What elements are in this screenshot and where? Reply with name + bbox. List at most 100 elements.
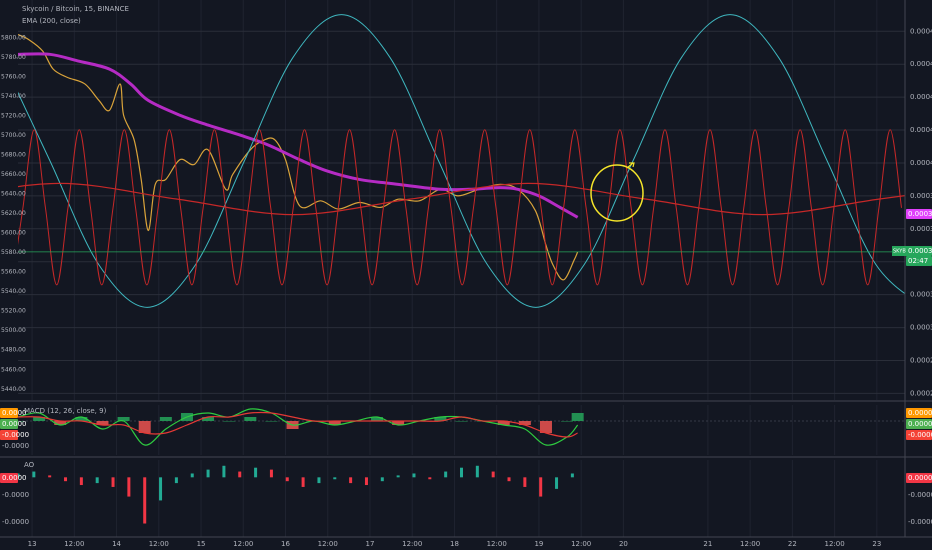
ao-bar — [95, 477, 99, 484]
ao-bar — [285, 477, 289, 482]
y-tick-label: 5660.00 — [1, 171, 26, 178]
ao-bar — [254, 467, 258, 478]
x-tick-label: 12:00 — [149, 540, 169, 548]
series-line — [18, 52, 579, 219]
ao-bar — [206, 469, 210, 478]
ao-bar — [460, 467, 463, 478]
y2-tick-label: 0.000440 — [910, 93, 932, 101]
y2-tick-label: 0.000460 — [910, 60, 932, 68]
y-tick-label: 5720.00 — [1, 113, 26, 120]
ao-bar — [364, 477, 368, 486]
y-tick-label: 5800.00 — [1, 35, 26, 42]
y2-tick-label: 0.000320 — [910, 291, 932, 299]
price-tag-label: -0.0000 — [908, 491, 932, 499]
price-tag-box — [906, 408, 932, 418]
x-tick-label: 12:00 — [487, 540, 507, 548]
y-tick-label: 5600.00 — [1, 230, 26, 237]
ao-bar — [48, 475, 52, 478]
y-tick-label: 5620.00 — [1, 210, 26, 217]
price-tag-box — [906, 209, 932, 219]
series-line — [18, 411, 578, 438]
ao-bar — [269, 469, 273, 478]
price-tag-box — [906, 246, 932, 256]
x-tick-label: 12:00 — [740, 540, 760, 548]
grid-layer — [16, 0, 905, 537]
ao-bar — [32, 471, 36, 478]
chart-title: Skycoin / Bitcoin, 15, BINANCE — [22, 5, 129, 13]
histogram-bar — [159, 417, 172, 421]
histogram-bar — [561, 421, 574, 422]
price-tag-box — [906, 419, 932, 429]
y-tick-label: 5520.00 — [1, 308, 26, 315]
symbol-tag-box — [892, 246, 909, 256]
ao-bar — [18, 473, 20, 478]
price-tag-label: 0.0000 — [908, 420, 932, 428]
histogram-bar — [75, 417, 88, 421]
y-tick-label: 5780.00 — [1, 54, 26, 61]
series-line — [18, 182, 905, 216]
x-tick-label: 12:00 — [64, 540, 84, 548]
y-tick-label: 5700.00 — [1, 132, 26, 139]
histogram-bar — [371, 417, 384, 421]
y-tick-label: 5760.00 — [1, 74, 26, 81]
histogram-bar — [265, 421, 278, 422]
y-tick-label: 5460.00 — [1, 366, 26, 373]
price-tag-label: 0.0000 — [2, 474, 27, 482]
indicator-title: EMA (200, close) — [22, 17, 81, 25]
price-tag-box — [0, 473, 18, 483]
ao-bar — [349, 477, 353, 484]
ao-bar — [380, 477, 384, 482]
price-tag-label: -0.0000 — [908, 431, 932, 439]
series-line — [18, 129, 902, 286]
price-tag-label: 0.000367 — [908, 210, 932, 218]
x-tick-label: 16 — [281, 540, 290, 548]
ao-bar — [159, 477, 163, 501]
x-tick-label: 22 — [788, 540, 797, 548]
histogram-bar — [33, 417, 46, 421]
price-tag-label: 0.000346 — [908, 247, 932, 255]
ao-bar — [143, 477, 147, 524]
price-tag-label: 0.0000 — [2, 409, 27, 417]
x-tick-label: 15 — [197, 540, 206, 548]
y-tick-label: 5680.00 — [1, 152, 26, 159]
histogram-bar — [455, 421, 468, 422]
ao-bar — [523, 477, 527, 487]
macd-title: MACD (12, 26, close, 9) — [24, 407, 107, 415]
ao-bar — [507, 477, 511, 482]
y2-tick-label: 0.000420 — [910, 126, 932, 134]
ao-bar — [301, 477, 305, 487]
histogram-bar — [539, 421, 552, 433]
y-tick-label: 5640.00 — [1, 191, 26, 198]
price-tag-box — [906, 256, 932, 266]
y-tick-label: 5500.00 — [1, 327, 26, 334]
histogram-bar — [434, 417, 447, 421]
y2-tick-label: 0.000300 — [910, 324, 932, 332]
ao-bar — [64, 477, 68, 482]
price-tag-box — [0, 430, 18, 440]
series-line — [18, 14, 905, 308]
ao-bar — [570, 473, 574, 478]
y-tick-label: 5440.00 — [1, 386, 26, 393]
x-tick-label: 12:00 — [825, 540, 845, 548]
ao-pane — [18, 465, 574, 524]
ao-bar — [127, 477, 131, 497]
y2-tick-label: 0.000480 — [910, 27, 932, 35]
x-tick-label: 20 — [619, 540, 628, 548]
x-tick-label: 19 — [534, 540, 543, 548]
histogram-bar — [54, 421, 67, 425]
y2-tick-label: 0.000280 — [910, 356, 932, 364]
macd-pane — [18, 408, 905, 446]
x-tick-label: 17 — [366, 540, 375, 548]
histogram-bar — [518, 421, 531, 425]
ao-bar — [174, 477, 178, 484]
price-tag-label: 02:47 — [908, 257, 928, 265]
histogram-bar — [223, 421, 236, 422]
ao-bar — [444, 471, 448, 478]
x-tick-label: 21 — [703, 540, 712, 548]
price-tag-box — [0, 408, 18, 418]
y2-tick-label: 0.000400 — [910, 159, 932, 167]
price-tag-label: 0.0000 — [908, 409, 932, 417]
ao-bar — [333, 477, 337, 480]
ao-bar — [428, 477, 432, 480]
